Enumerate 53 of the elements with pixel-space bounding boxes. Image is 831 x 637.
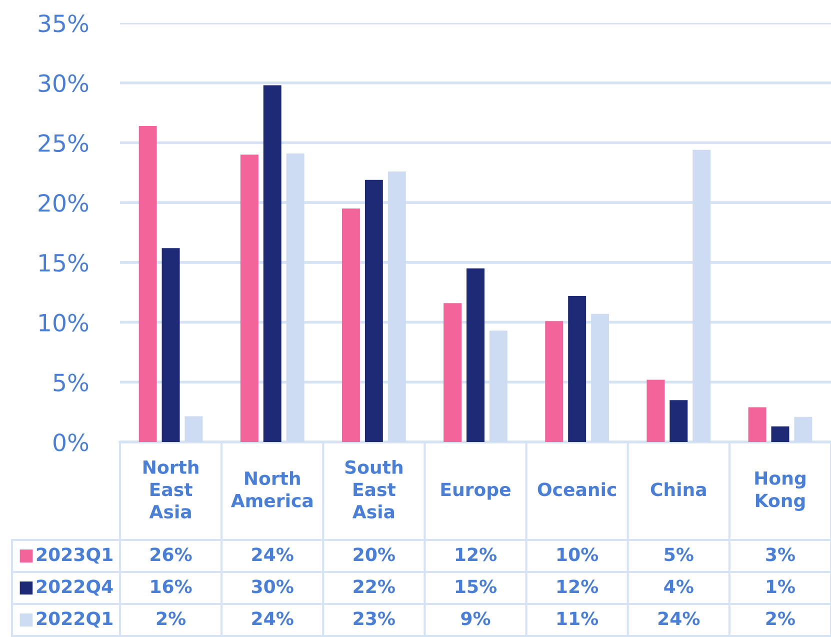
y-tick-label: 15% <box>40 254 88 272</box>
bar <box>568 296 586 442</box>
bar <box>263 85 282 442</box>
data-label: 5% <box>664 548 694 562</box>
data-label: 3% <box>766 548 795 562</box>
y-tick-label: 10% <box>40 314 88 332</box>
y-tick-label: 5% <box>54 374 88 392</box>
legend-label: 2022Q1 <box>36 612 112 628</box>
legend-label: 2022Q4 <box>36 580 113 596</box>
data-label: 16% <box>151 580 192 594</box>
x-tick-label: South East Asia <box>345 460 402 519</box>
data-label: 2% <box>766 612 795 626</box>
data-label: 30% <box>252 580 294 594</box>
bar <box>670 400 688 442</box>
x-tick-label: Hong Kong <box>755 471 806 511</box>
y-tick-label: 20% <box>38 194 88 212</box>
x-tick-label: North America <box>230 471 312 508</box>
data-label: 26% <box>150 548 192 562</box>
data-label: 24% <box>252 612 294 626</box>
bar <box>240 154 258 442</box>
bar <box>748 407 766 442</box>
legend-label: 2023Q1 <box>36 548 112 564</box>
bar <box>444 303 462 442</box>
data-label: 2% <box>156 612 186 626</box>
data-label: 20% <box>354 548 395 562</box>
y-tick-label: 35% <box>38 14 88 32</box>
bar <box>466 268 484 442</box>
data-label: 24% <box>252 548 294 562</box>
data-label: 15% <box>456 580 497 594</box>
x-tick-label: China <box>650 482 706 496</box>
data-label: 12% <box>456 548 497 562</box>
data-label: 11% <box>558 612 598 626</box>
data-label: 12% <box>558 580 598 594</box>
x-tick-label: North East Asia <box>143 460 198 519</box>
bar <box>138 126 157 442</box>
bar <box>646 380 665 442</box>
data-label: 10% <box>558 548 598 562</box>
y-tick-label: 30% <box>38 74 88 92</box>
data-label: 24% <box>658 612 700 626</box>
y-tick-label: 0% <box>54 433 88 452</box>
data-label: 22% <box>354 580 395 594</box>
data-label: 4% <box>664 580 694 594</box>
y-tick-label: 25% <box>38 134 88 152</box>
bar <box>342 208 360 442</box>
data-label: 1% <box>766 580 795 594</box>
bar <box>771 426 790 442</box>
bar <box>545 321 564 442</box>
x-tick-label: Oceanic <box>538 482 616 496</box>
data-label: 9% <box>461 612 490 626</box>
bar <box>364 180 383 442</box>
data-label: 23% <box>354 612 395 626</box>
x-tick-label: Europe <box>441 482 510 500</box>
bar <box>162 248 180 442</box>
